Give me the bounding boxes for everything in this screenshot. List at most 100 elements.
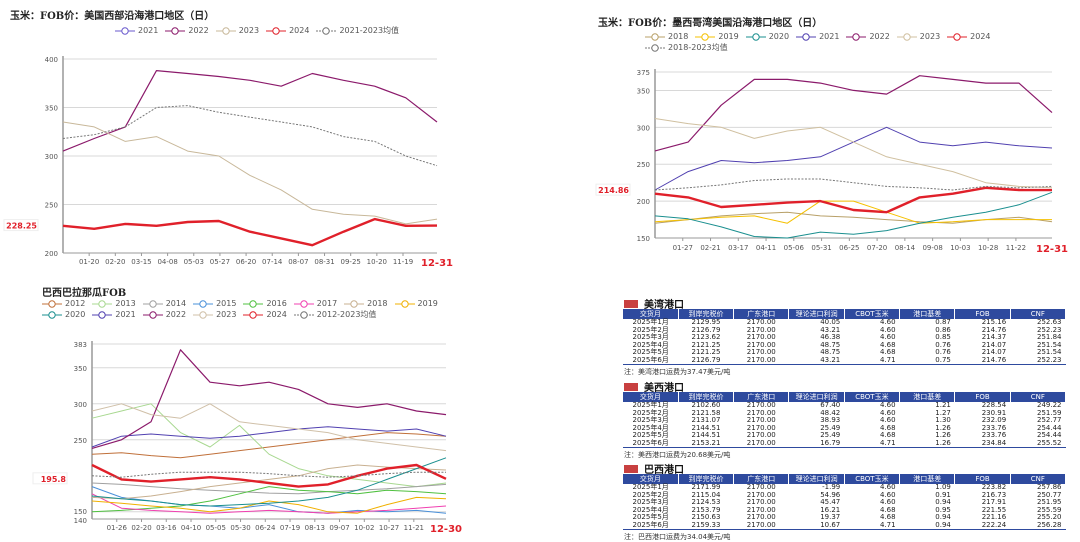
table-cell: 214.07 [981,340,1007,349]
table-cell: 48.42 [820,408,841,417]
legend-item[interactable]: 2022 [165,26,209,35]
legend-item[interactable]: 2014 [142,299,186,308]
legend-marker-icon [745,32,766,41]
legend-item[interactable]: 2013 [92,299,136,308]
section-marker-icon [624,382,638,391]
x-tick-label: 10-02 [354,524,374,532]
column-header: CNF [1010,474,1067,484]
legend-item[interactable]: 2024 [947,32,991,41]
x-tick-label: 10-28 [978,244,998,252]
table-cell: 2025年2月 [632,490,669,499]
table-cell: 43.21 [788,356,845,365]
legend-item[interactable]: 2020 [42,310,85,319]
table-cell: 54.96 [820,490,841,499]
legend-item[interactable]: 2012-2023均值 [293,310,376,319]
table-cell: 252.77 [1037,416,1062,424]
x-tick-label: 01-20 [79,258,99,266]
x-tick-label: 10-20 [367,258,387,266]
legend-item[interactable]: 2019 [394,299,438,308]
table-cell: 0.86 [935,325,951,334]
chart-title: 巴西巴拉那瓜FOB [42,288,127,299]
legend-item[interactable]: 2015 [193,299,236,308]
y-tick-label: 300 [74,401,87,409]
legend-label: 2020 [65,310,86,319]
column-header: 港口基差 [899,474,956,484]
table-row: 2025年1月 2171.99 2170.00 -1.99 4.60 1.09 223.82… [623,483,1066,492]
table-cell: 4.68 [879,348,896,356]
table-row: 2025年3月 2123.62 2170.00 46.38 4.60 0.85 214.37… [623,333,1066,342]
legend-item[interactable]: 2021 [115,26,158,35]
legend-item[interactable]: 2018-2023均值 [645,43,728,52]
legend-item[interactable]: 2017 [293,299,337,308]
y-tick-label: 350 [74,365,87,373]
legend-item[interactable]: 2020 [745,32,789,41]
y-tick-label: 400 [45,56,58,64]
column-header: CBOT玉米 [844,309,901,319]
table-cell: 2123.62 [691,333,721,341]
x-tick-label: 08-31 [314,258,334,266]
legend-item[interactable]: 2023 [896,32,940,41]
table-cell: 10.67 [788,521,845,530]
y-tick-label: 200 [45,250,58,258]
table-title: 美西港口 [624,379,684,394]
legend-item[interactable]: 2021 [92,310,136,319]
legend-item[interactable]: 2022 [846,32,890,41]
table-cell: 2170.00 [733,521,789,530]
column-header: CBOT玉米 [844,392,901,402]
table-cell: 2170.00 [746,513,776,521]
table-cell: 2170.00 [746,318,776,326]
table-cell: 214.76 [954,356,1011,365]
column-header: 到岸完税价 [678,309,735,319]
legend-item[interactable]: 2024 [243,310,287,319]
series-line-2024 [91,463,447,488]
series-line-2024 [654,186,1053,214]
x-tick-label: 01-27 [673,244,693,252]
legend-item[interactable]: 2019 [695,32,739,41]
x-tick-label: 01-26 [107,524,128,532]
legend-item[interactable]: 2012 [42,299,85,308]
x-tick-label: 10-27 [379,524,399,532]
table-cell: 255.59 [1037,505,1062,514]
chart-legend: 2012 2013 2014 2015 2016 2017 2018 2019 2020 2021… [42,299,467,319]
legend-item[interactable]: 2023 [193,310,236,319]
table-cell: 254.44 [1037,431,1062,439]
table-row: 2025年5月 2150.63 2170.00 19.37 4.68 0.94 221.16… [623,513,1066,522]
table-cell: 4.68 [879,513,896,521]
x-tick-label: 07-14 [262,258,283,266]
legend-item[interactable]: 2022 [142,310,187,319]
table-cell: 233.76 [981,423,1007,432]
table-cell: 216.73 [981,490,1007,499]
table-cell: 4.60 [879,416,896,424]
table-cell: 2170.00 [746,498,776,506]
table-cell: 46.38 [820,333,841,341]
legend-item[interactable]: 2018 [344,299,388,308]
series-line-2021 [654,126,1053,191]
column-header: CBOT玉米 [844,474,901,484]
legend-item[interactable]: 2021 [796,32,839,41]
table-cell: 38.93 [820,416,841,424]
x-tick-label: 05-27 [210,258,230,266]
legend-item[interactable]: 2021-2023均值 [316,26,399,35]
series-line-2019 [654,200,1052,224]
legend-marker-icon [142,299,163,308]
column-header: 理论进口利润 [788,392,845,402]
table-cell: 2144.51 [691,423,721,432]
table-cell: 2025年1月 [632,318,669,326]
legend-item[interactable]: 2024 [266,26,309,35]
x-end-label: 12-30 [430,524,462,535]
table-cell: 16.79 [788,439,845,448]
legend-marker-icon [193,299,214,308]
table-cell: 0.94 [935,498,951,506]
series-line-2022 [91,349,447,449]
y-tick-label: 140 [74,517,87,525]
legend-item[interactable]: 2016 [243,299,287,308]
table-cell: 2170.00 [746,408,776,417]
table-cell: 2150.63 [691,513,721,521]
series-line-2013 [91,403,447,488]
legend-label: 2022 [165,310,187,319]
table-note: 注：巴西港口运费为34.04美元/吨 [624,533,731,541]
table-title-text: 美湾港口 [644,300,684,311]
table-row: 2025年1月 2102.60 2170.00 67.40 4.60 1.21 228.54… [623,401,1066,410]
legend-item[interactable]: 2023 [215,26,259,35]
legend-item[interactable]: 2018 [645,32,688,41]
